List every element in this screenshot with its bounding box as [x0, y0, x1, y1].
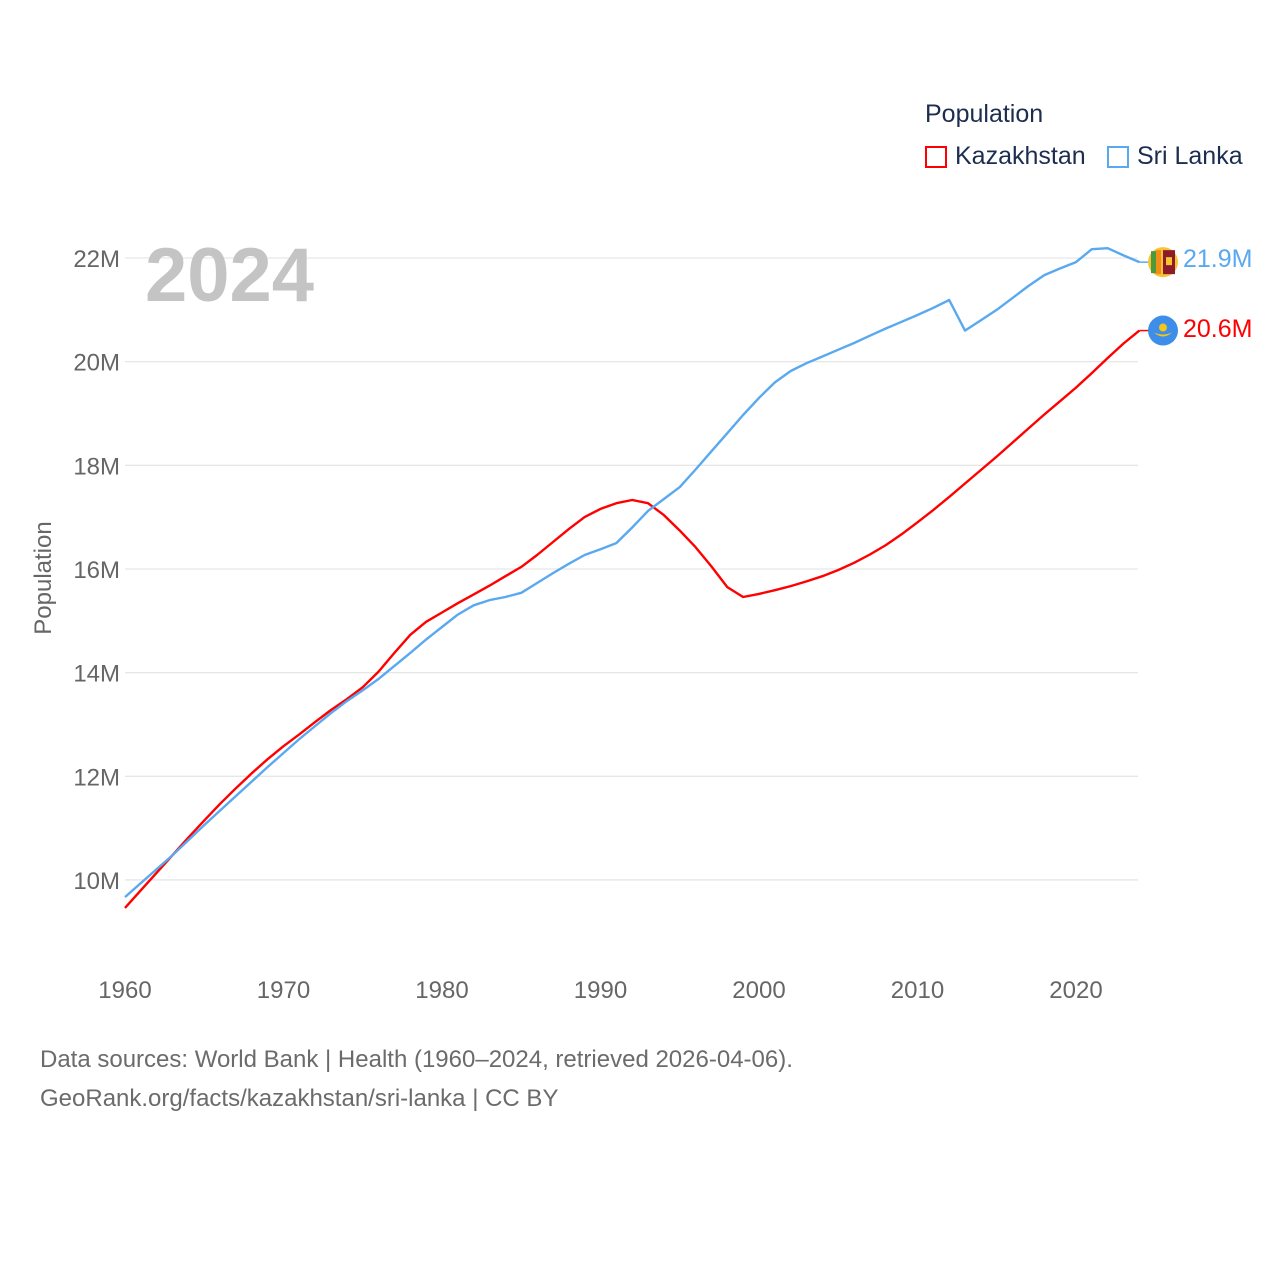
series-line-sri-lanka — [124, 246, 1140, 898]
gridlines — [125, 257, 1138, 881]
y-tick-label: 20M — [73, 350, 120, 377]
kazakhstan-flag-icon — [1148, 315, 1178, 346]
y-tick-label: 10M — [73, 868, 120, 895]
legend-label: Kazakhstan — [955, 142, 1086, 170]
y-axis-label: Population — [30, 521, 57, 634]
legend-item-sri-lanka[interactable]: Sri Lanka — [1107, 142, 1243, 171]
x-tick-label: 2000 — [732, 977, 785, 1004]
footer-sources: Data sources: World Bank | Health (1960–… — [40, 1046, 793, 1073]
x-tick-label: 2010 — [891, 977, 944, 1004]
end-label-kazakhstan: 20.6M — [1183, 315, 1253, 343]
x-tick-label: 1980 — [415, 977, 468, 1004]
y-tick-label: 18M — [73, 453, 120, 480]
legend-item-kazakhstan[interactable]: Kazakhstan — [925, 142, 1086, 171]
legend-label: Sri Lanka — [1137, 142, 1243, 170]
x-tick-label: 1990 — [574, 977, 627, 1004]
legend-swatch-sri-lanka — [1107, 145, 1129, 168]
flags — [1148, 247, 1178, 346]
y-tick-label: 12M — [73, 764, 120, 791]
x-tick-label: 1960 — [98, 977, 151, 1004]
footer-link[interactable]: GeoRank.org/facts/kazakhstan/sri-lanka |… — [40, 1085, 559, 1112]
series-lines — [124, 246, 1150, 909]
x-tick-label: 1970 — [257, 977, 310, 1004]
x-tick-label: 2020 — [1049, 977, 1102, 1004]
y-tick-label: 22M — [73, 246, 120, 273]
sri-lanka-flag-icon — [1148, 247, 1178, 278]
x-axis-ticks: 1960 1970 1980 1990 2000 2010 2020 — [98, 977, 1102, 1004]
y-tick-label: 16M — [73, 557, 120, 584]
end-label-sri-lanka: 21.9M — [1183, 245, 1253, 273]
legend-title: Population — [925, 100, 1044, 128]
y-axis-ticks: 10M 12M 14M 16M 18M 20M 22M — [73, 246, 120, 895]
year-label: 2024 — [145, 233, 315, 318]
series-line-kazakhstan — [124, 329, 1141, 909]
y-tick-label: 14M — [73, 661, 120, 688]
legend-swatch-kazakhstan — [925, 145, 947, 168]
